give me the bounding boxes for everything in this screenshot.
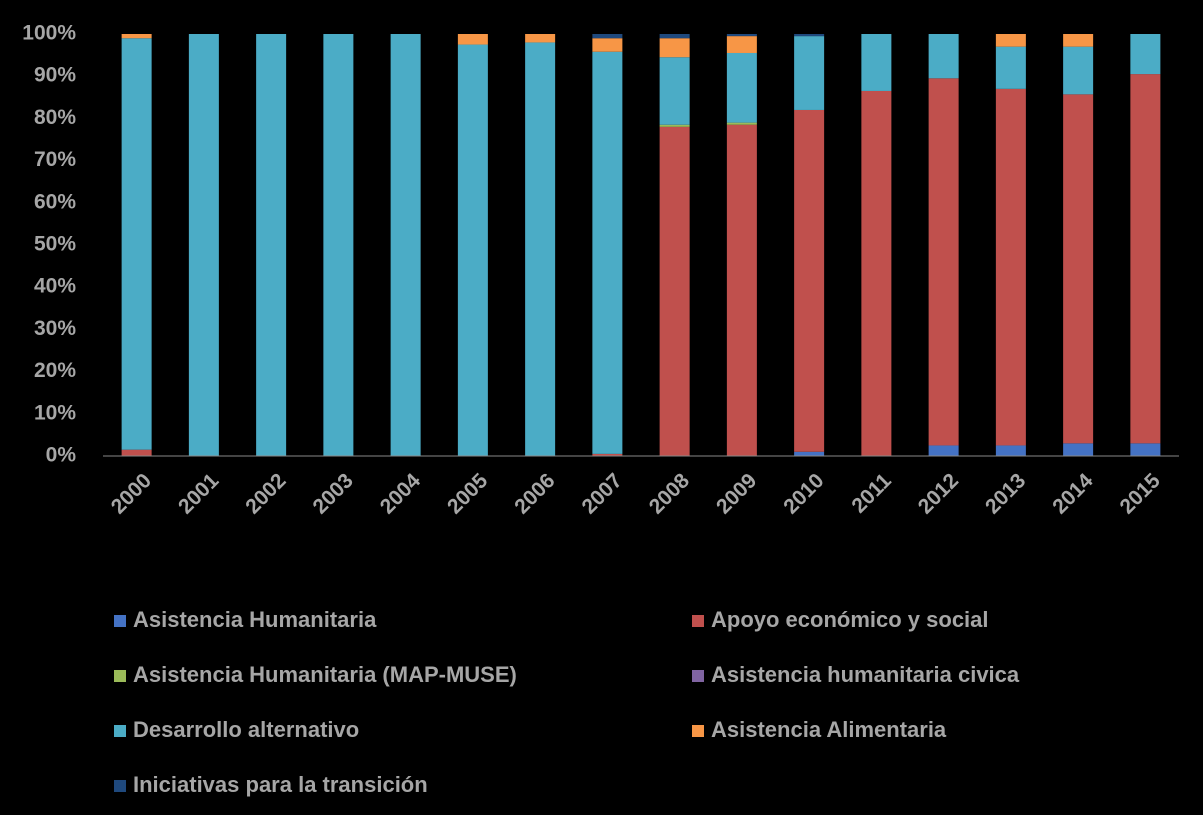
bar-segment [928, 78, 959, 446]
legend-label: Asistencia Humanitaria [133, 607, 377, 632]
x-tick-label: 2004 [376, 469, 426, 519]
legend-swatch [114, 725, 126, 737]
x-tick-label: 2010 [779, 469, 828, 518]
bar-segment [1130, 34, 1161, 75]
bar-segment [995, 445, 1026, 456]
bar-segment [525, 34, 556, 43]
bar-segment [794, 34, 825, 37]
bar-segment [995, 46, 1026, 89]
bar-segment [592, 453, 623, 456]
x-tick-label: 2006 [510, 469, 559, 518]
x-tick-label: 2009 [712, 469, 761, 518]
y-tick-label: 40% [34, 275, 76, 298]
y-tick-label: 70% [34, 148, 76, 171]
bar-segment [794, 451, 825, 456]
legend-swatch [692, 725, 704, 737]
bar-segment [1063, 94, 1094, 444]
bar-segment [121, 34, 152, 39]
legend-label: Asistencia Alimentaria [711, 717, 947, 742]
bar-segment [794, 109, 825, 452]
y-tick-label: 0% [46, 444, 77, 467]
x-tick-label: 2001 [174, 469, 224, 519]
y-tick-label: 50% [34, 233, 76, 256]
bar-segment [726, 124, 757, 456]
bar-segment [995, 34, 1026, 47]
legend-swatch [114, 780, 126, 792]
bar-segment [726, 52, 757, 123]
bar-segment [995, 88, 1026, 446]
bar-segment [525, 42, 556, 456]
bar-segment [323, 34, 354, 456]
legend-swatch [114, 615, 126, 627]
y-tick-label: 100% [22, 22, 76, 45]
x-tick-label: 2013 [981, 469, 1030, 518]
x-tick-label: 2015 [1116, 469, 1166, 519]
bar-segment [861, 34, 892, 91]
legend-label: Asistencia Humanitaria (MAP-MUSE) [133, 662, 517, 687]
x-tick-label: 2014 [1048, 469, 1098, 519]
bar-segment [1130, 443, 1161, 456]
bar-segment [592, 38, 623, 52]
bar-segment [659, 57, 690, 125]
legend-label: Iniciativas para la transición [133, 772, 428, 797]
bar-segment [928, 34, 959, 79]
legend-swatch [114, 670, 126, 682]
bar-segment [188, 34, 219, 456]
bar-segment [592, 34, 623, 39]
bar-segment [726, 34, 757, 37]
legend-label: Desarrollo alternativo [133, 717, 359, 742]
bar-segment [457, 44, 488, 457]
bar-segment [659, 126, 690, 456]
bar-segment [390, 34, 421, 456]
x-tick-label: 2008 [645, 469, 695, 519]
bar-segment [861, 90, 892, 456]
bar-segment [121, 38, 152, 450]
y-tick-label: 90% [34, 64, 76, 87]
bar-segment [1063, 34, 1094, 47]
bar-segment [1063, 46, 1094, 95]
bar-segment [928, 445, 959, 456]
bar-segment [726, 122, 757, 125]
y-tick-label: 80% [34, 106, 76, 129]
bar-segment [659, 124, 690, 127]
bar-segment [1063, 443, 1094, 456]
legend-swatch [692, 615, 704, 627]
bar-segment [726, 36, 757, 53]
x-tick-label: 2012 [914, 469, 963, 518]
bar-segment [1130, 74, 1161, 444]
bar-segment [659, 34, 690, 39]
bar-segment [256, 34, 287, 456]
legend-label: Apoyo económico y social [711, 607, 989, 632]
bar-segment [457, 34, 488, 45]
y-tick-label: 10% [34, 401, 76, 424]
bar-segment [592, 51, 623, 454]
bar-segment [659, 38, 690, 58]
y-tick-label: 30% [34, 317, 76, 340]
legend-label: Asistencia humanitaria civica [711, 662, 1020, 687]
x-tick-label: 2005 [443, 469, 493, 519]
bar-segment [121, 449, 152, 456]
y-tick-label: 20% [34, 359, 76, 382]
x-tick-label: 2003 [309, 469, 358, 518]
legend-swatch [692, 670, 704, 682]
x-tick-label: 2011 [847, 469, 896, 518]
x-tick-label: 2007 [578, 469, 627, 518]
y-tick-label: 60% [34, 190, 76, 213]
x-tick-label: 2000 [107, 469, 156, 518]
x-tick-label: 2002 [241, 469, 290, 518]
bar-segment [794, 36, 825, 110]
